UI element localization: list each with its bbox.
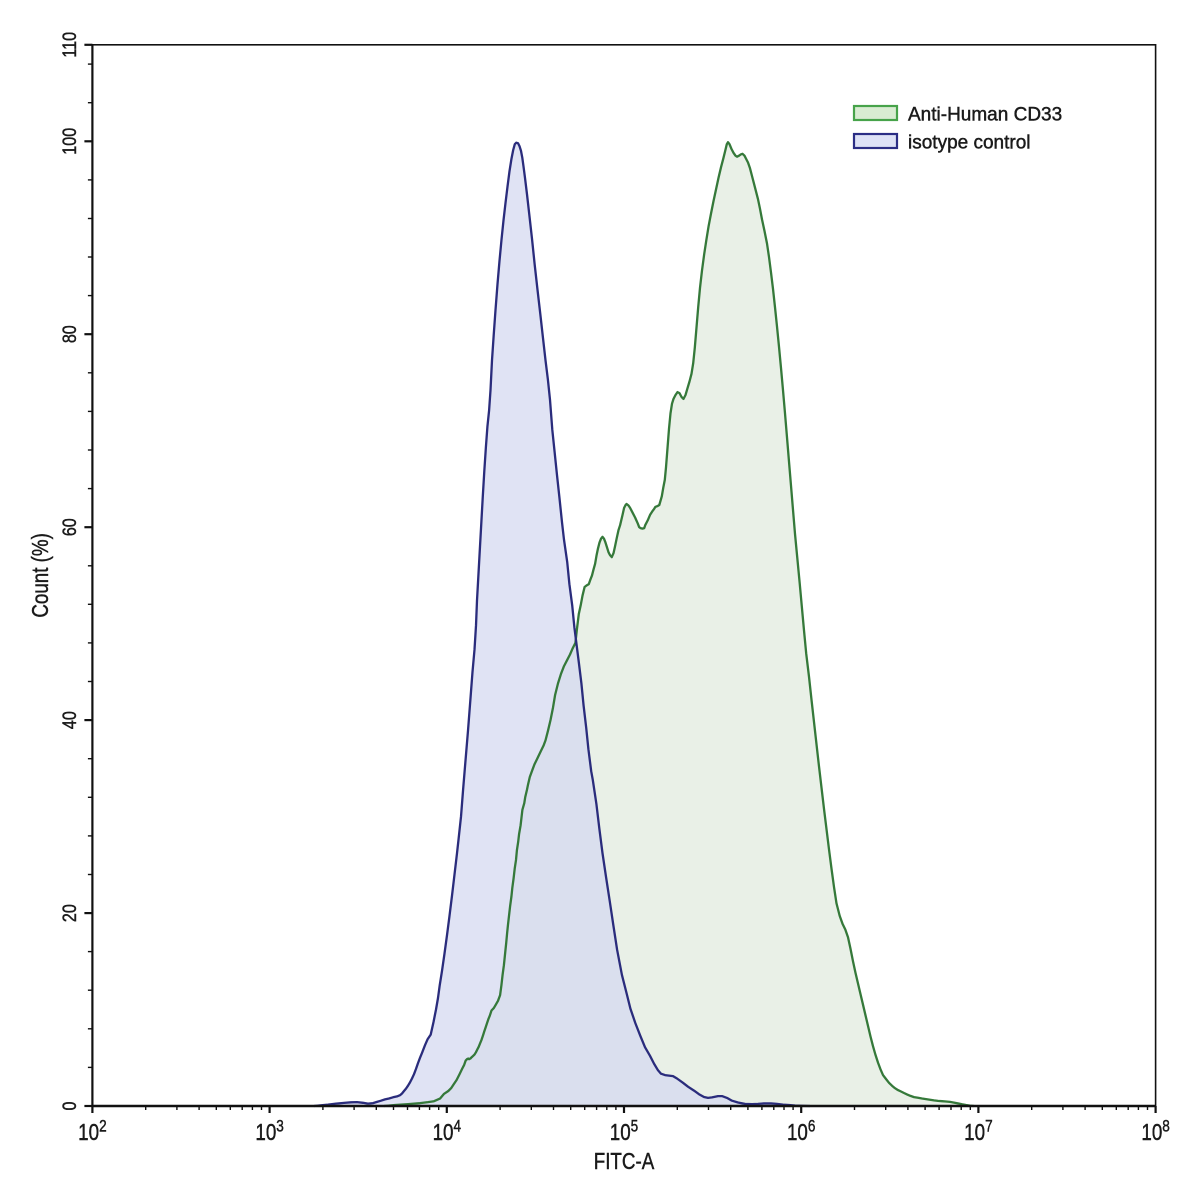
svg-text:FITC-A: FITC-A	[594, 1148, 655, 1175]
svg-text:20: 20	[59, 904, 81, 922]
svg-text:100: 100	[59, 128, 81, 155]
svg-text:60: 60	[59, 518, 81, 536]
svg-text:105: 105	[610, 1117, 638, 1145]
svg-text:80: 80	[59, 325, 81, 343]
svg-text:110: 110	[59, 32, 81, 58]
svg-text:isotype control: isotype control	[908, 133, 1031, 154]
svg-text:40: 40	[59, 711, 81, 729]
svg-text:0: 0	[59, 1101, 81, 1110]
svg-text:Count (%): Count (%)	[27, 533, 54, 618]
svg-text:108: 108	[1141, 1117, 1169, 1145]
svg-text:Anti-Human CD33: Anti-Human CD33	[908, 105, 1062, 126]
